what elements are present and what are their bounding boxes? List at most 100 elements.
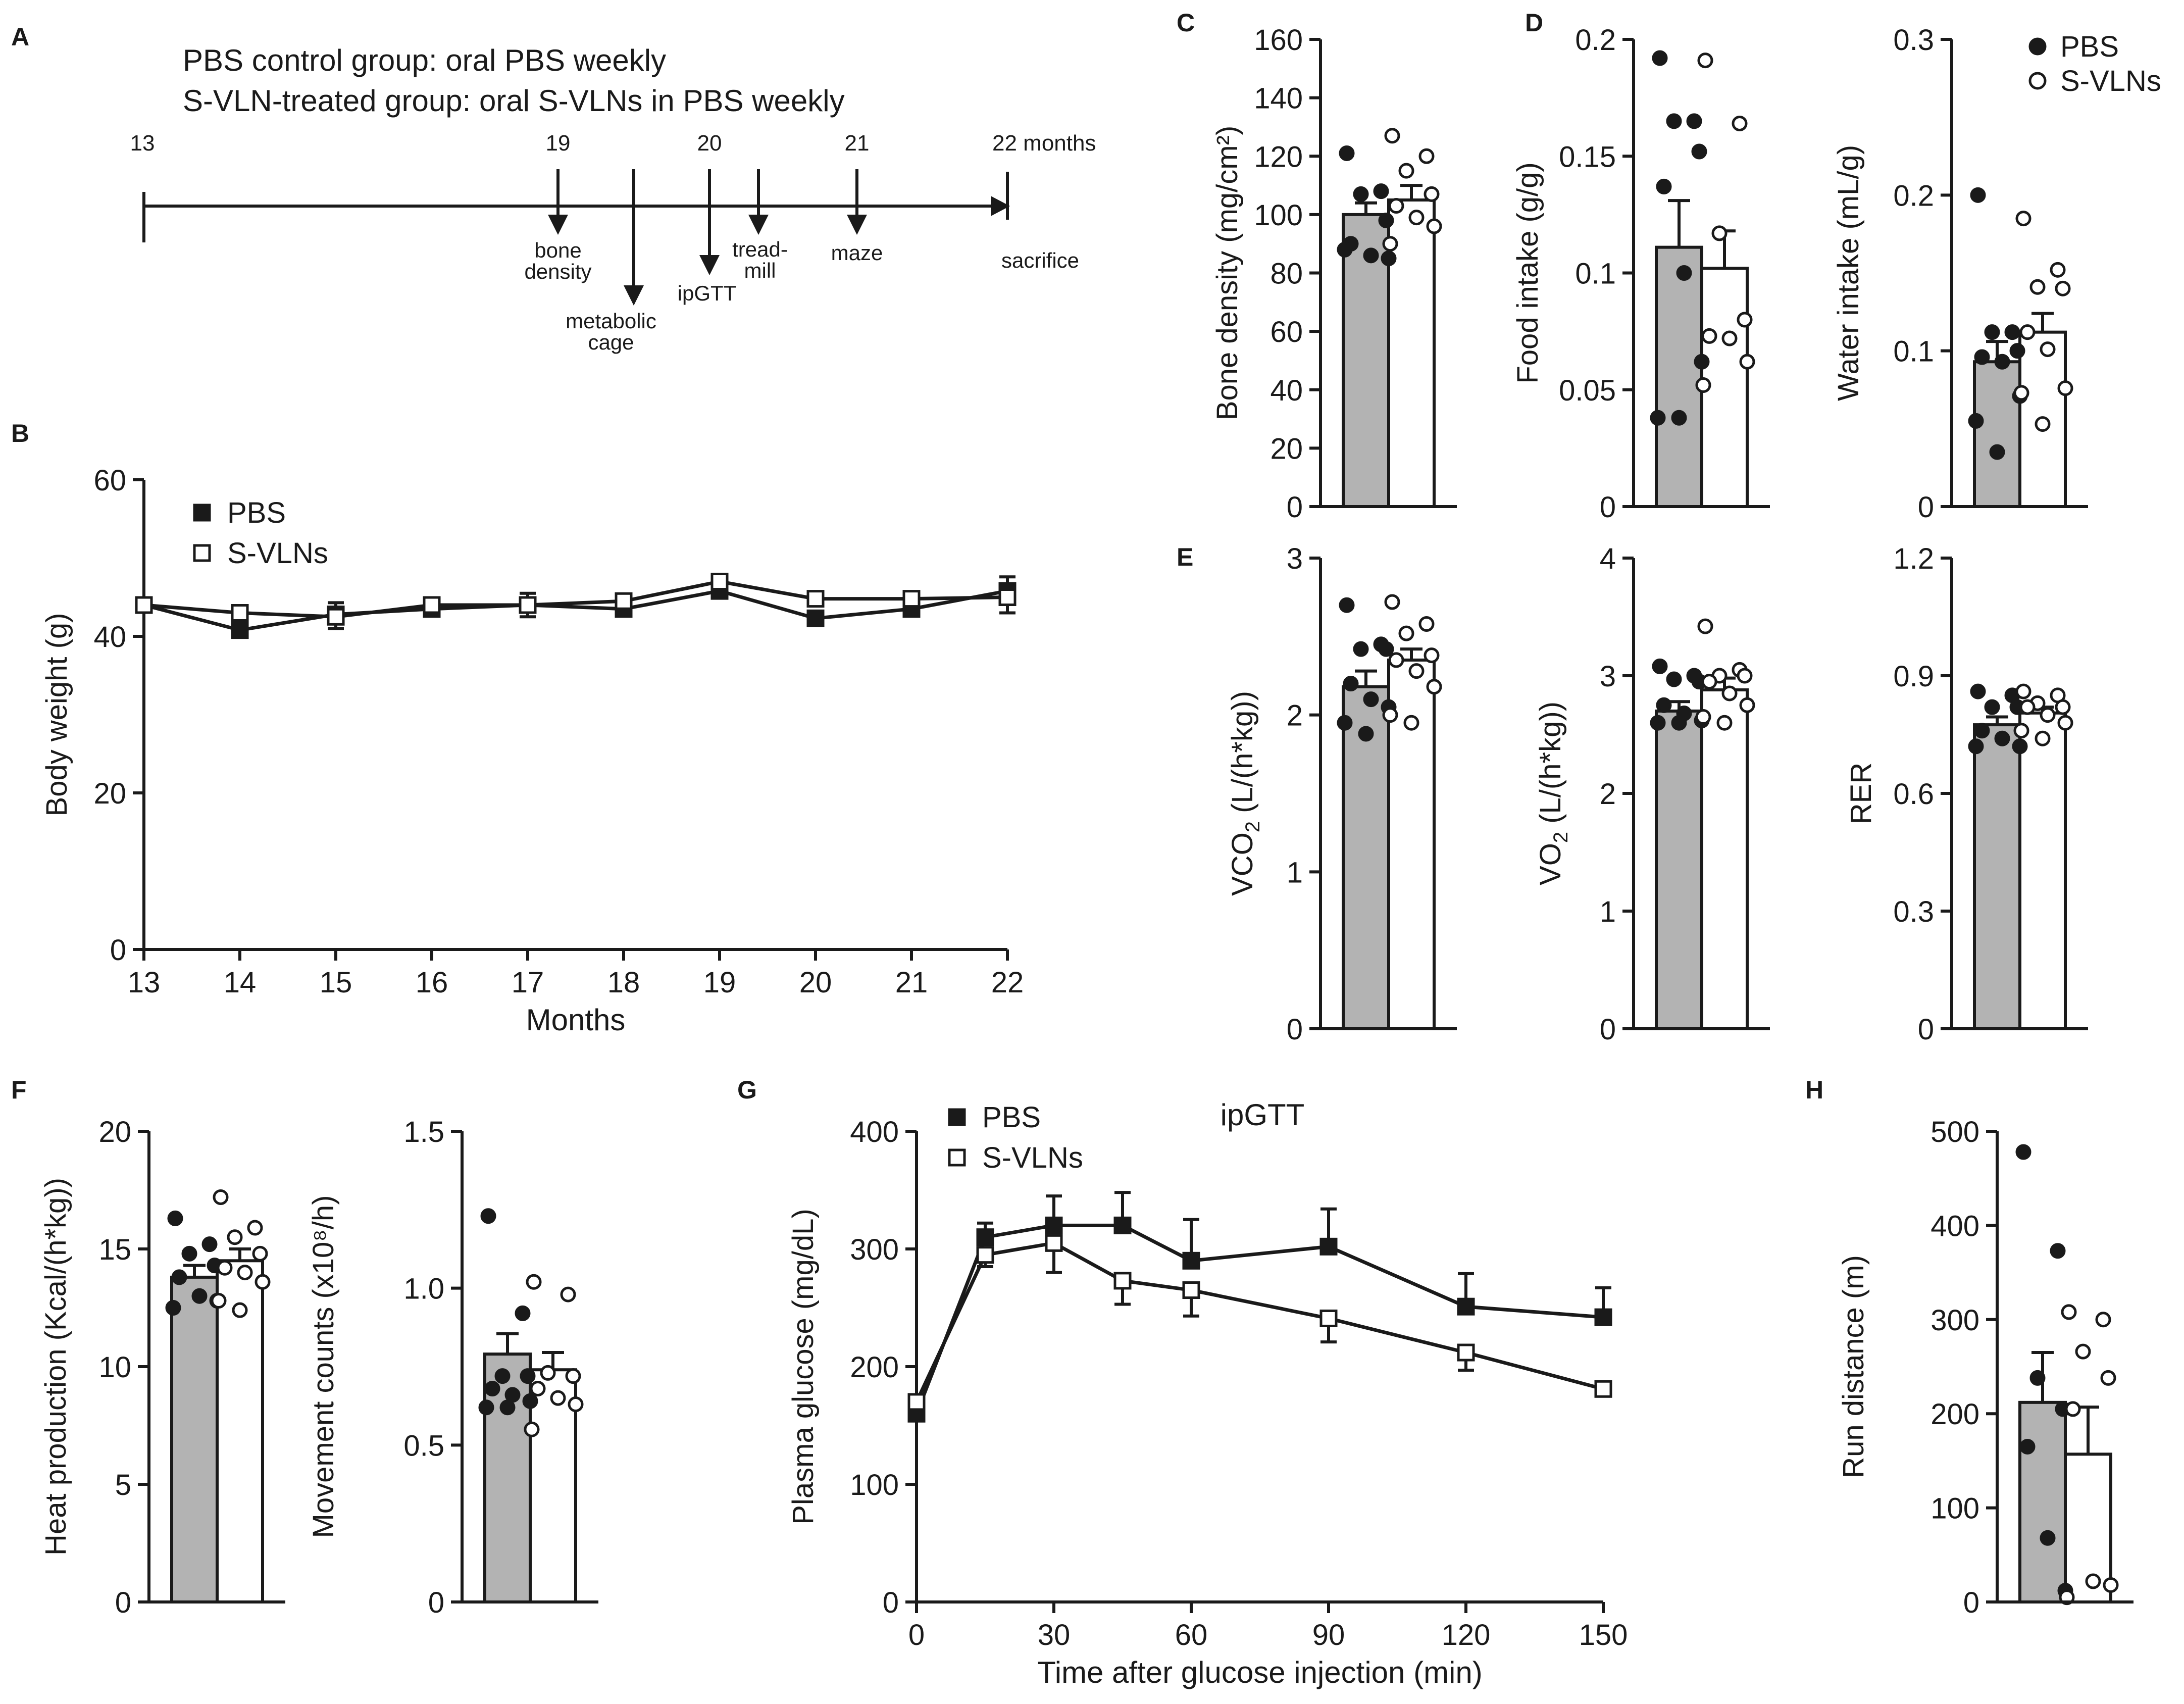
event-label: mill — [744, 259, 776, 282]
point-svlns — [213, 1189, 229, 1205]
point-svlns — [550, 1390, 566, 1406]
point-svlns — [2040, 707, 2056, 723]
x-tick-label: 13 — [128, 966, 161, 999]
event-label: density — [524, 260, 591, 283]
bar-pbs — [1342, 685, 1390, 1031]
bar-pbs — [2018, 1400, 2067, 1604]
point-svlns — [560, 1286, 576, 1302]
y-axis-label: Food intake (g/g) — [1511, 162, 1544, 383]
series-line-pbs — [915, 1223, 1604, 1415]
timeline-arrowhead — [991, 196, 1010, 216]
point-svlns — [2095, 1312, 2111, 1328]
point-pbs — [165, 1300, 181, 1316]
event-label: maze — [831, 241, 883, 265]
y-tick-label: 60 — [93, 464, 126, 497]
point-svlns — [1737, 668, 1753, 684]
y-tick-label: 10 — [98, 1351, 131, 1384]
y-tick-label: 0.2 — [1575, 24, 1616, 57]
legend-label: PBS — [982, 1101, 1041, 1134]
point-svlns — [2055, 699, 2071, 715]
point-svlns — [2057, 380, 2073, 396]
point-pbs — [484, 1380, 500, 1396]
point-svlns — [1737, 312, 1753, 328]
point-pbs — [1984, 324, 2000, 340]
legend-marker-svlns — [2028, 72, 2047, 90]
x-tick-label: 18 — [607, 966, 640, 999]
x-tick-label: 22 — [991, 966, 1024, 999]
y-tick-label: 0 — [1963, 1586, 1979, 1619]
point-svlns — [2029, 279, 2046, 295]
y-tick-label: 0.6 — [1893, 778, 1934, 811]
legend-marker-svlns — [948, 1148, 966, 1167]
timeline-end-label: 22 months — [992, 131, 1096, 156]
event-label: ipGTT — [678, 281, 737, 305]
y-tick-label: 0 — [115, 1586, 131, 1619]
point-pbs — [806, 609, 825, 627]
x-tick-label: 14 — [224, 966, 257, 999]
point-pbs — [1970, 187, 1986, 203]
y-tick-label: 0 — [1918, 491, 1934, 524]
chart-ipgtt: 0 100 200 300 400 0 30 60 90 120 150 Time after glu… — [737, 1076, 1628, 1689]
point-svlns — [1388, 198, 1404, 214]
chart-bone-density: 0 20 40 60 80 100 120 140 160 Bone density (mg/cm… — [1177, 9, 1457, 524]
point-svlns — [526, 1274, 542, 1290]
event-label: tread- — [732, 237, 788, 261]
point-svlns — [565, 1368, 581, 1384]
point-pbs — [1045, 1216, 1063, 1234]
point-svlns — [1426, 218, 1442, 234]
point-svlns — [1408, 663, 1425, 679]
point-pbs — [1974, 723, 1990, 739]
point-svlns — [568, 1396, 584, 1413]
point-pbs — [520, 1368, 536, 1384]
chart-movement-counts: 0 0.5 1.0 1.5 Movement counts (x10⁸/h) — [307, 1116, 598, 1619]
point-svlns — [1701, 328, 1717, 344]
chart-body-weight: 0 20 40 60 13 14 15 16 17 18 19 20 21 22 Months Body we… — [11, 419, 1024, 1037]
point-pbs — [1319, 1237, 1338, 1256]
point-svlns — [2061, 1304, 2077, 1320]
point-svlns — [232, 1302, 248, 1318]
point-pbs — [1656, 178, 1672, 194]
point-svlns — [1408, 210, 1425, 226]
point-svlns — [1711, 225, 1728, 241]
chart-heat-production: 0 5 10 15 20 Heat production (Kcal/(h*kg)) F — [11, 1076, 285, 1619]
point-svlns — [1721, 330, 1738, 346]
y-axis-label-sub: 2 — [1550, 832, 1572, 843]
point-pbs — [1353, 641, 1369, 657]
point-svlns — [252, 1245, 268, 1262]
point-svlns — [2085, 1573, 2101, 1589]
point-svlns — [1424, 647, 1440, 664]
y-tick-label: 0.3 — [1893, 24, 1934, 57]
x-axis-label: Months — [526, 1003, 626, 1037]
y-tick-label: 0 — [1287, 491, 1303, 524]
point-pbs — [1650, 410, 1666, 426]
point-pbs — [2012, 738, 2028, 755]
point-svlns — [231, 604, 249, 622]
y-tick-label: 160 — [1254, 24, 1303, 57]
legend-label: PBS — [227, 496, 286, 529]
point-svlns — [2075, 1343, 2091, 1360]
y-tick-label: 1.2 — [1893, 542, 1934, 575]
y-tick-label: 100 — [1931, 1492, 1979, 1525]
point-svlns — [1697, 53, 1713, 69]
y-axis-label: Water intake (mL/g) — [1832, 145, 1865, 401]
y-tick-label: 3 — [1287, 542, 1303, 575]
chart-food-intake: 0 0.05 0.1 0.15 0.2 Food intake (g/g) D — [1511, 9, 1770, 524]
point-pbs — [1974, 349, 1990, 365]
point-svlns — [1695, 709, 1711, 725]
bar-pbs — [1655, 245, 1703, 508]
y-tick-label: 0 — [1918, 1013, 1934, 1046]
point-svlns — [1182, 1281, 1200, 1299]
y-axis-label: Plasma glucose (mg/dL) — [787, 1209, 820, 1524]
chart-title: ipGTT — [1221, 1098, 1305, 1132]
chart-run-distance: 0 100 200 300 400 500 Run distance (m) H — [1805, 1076, 2134, 1619]
y-tick-label: 60 — [1270, 316, 1303, 348]
point-svlns — [907, 1393, 926, 1411]
point-pbs — [522, 1393, 538, 1409]
point-pbs — [515, 1305, 531, 1321]
y-axis-label-rest: (L/(h*kg)) — [1534, 701, 1567, 832]
y-tick-label: 1.5 — [403, 1116, 444, 1148]
point-svlns — [255, 1274, 271, 1290]
series-line-pbs — [143, 589, 1008, 632]
chart-rer: 0 0.3 0.6 0.9 1.2 RER — [1845, 542, 2088, 1046]
point-pbs — [181, 1245, 197, 1262]
